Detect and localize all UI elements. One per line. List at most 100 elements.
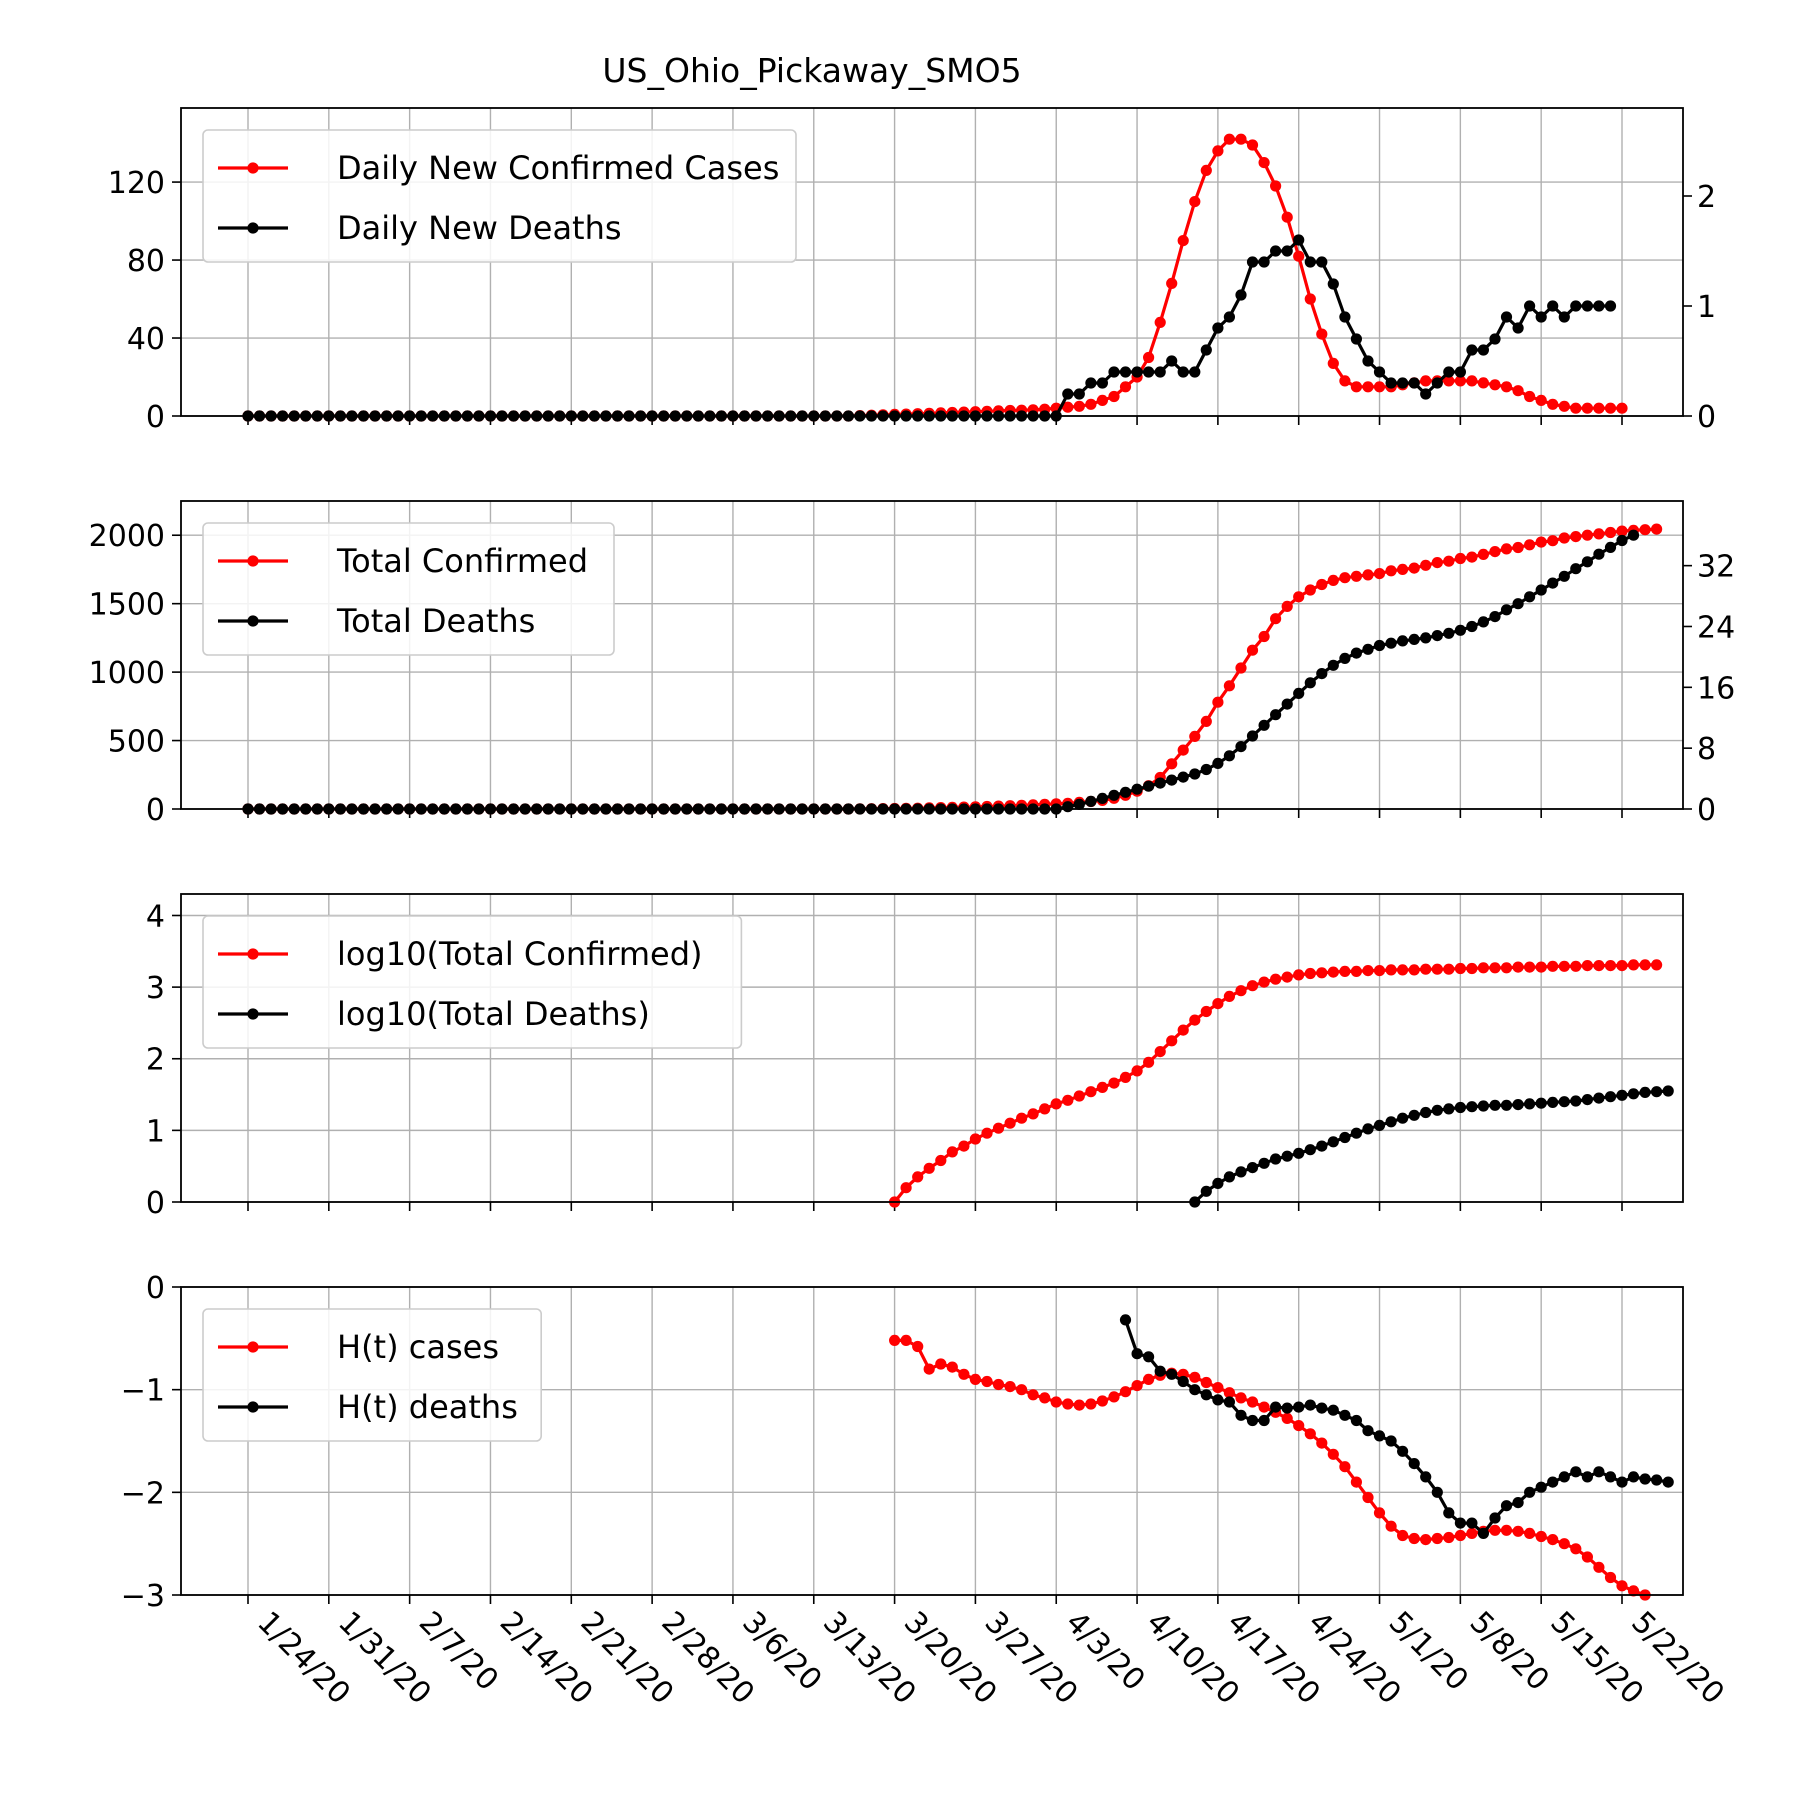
data-point (1524, 390, 1536, 403)
data-point (1166, 277, 1178, 289)
data-point (1350, 381, 1362, 393)
data-point (1362, 965, 1374, 977)
data-point (1547, 577, 1559, 589)
data-point (1327, 357, 1339, 369)
data-point (1489, 611, 1501, 623)
data-point (1004, 1381, 1016, 1393)
data-point (1397, 1529, 1409, 1542)
data-point (1293, 591, 1305, 603)
data-point (1293, 687, 1305, 700)
data-point (1662, 1085, 1674, 1097)
data-point (1316, 1402, 1328, 1414)
data-point (1339, 652, 1351, 665)
data-point (1350, 1127, 1362, 1139)
legend: Total Confirmed Total Deaths (202, 522, 615, 656)
y-tick-label: 1000 (89, 656, 165, 691)
data-point (1154, 366, 1166, 378)
data-point (923, 1363, 935, 1375)
plot-frame (180, 107, 1684, 417)
data-point (1408, 377, 1420, 389)
data-point (923, 1162, 935, 1174)
data-point (1408, 562, 1420, 574)
data-point (1200, 344, 1212, 356)
data-point (1443, 375, 1455, 387)
data-point (1420, 1534, 1432, 1546)
data-point (1466, 344, 1478, 356)
y2-tick-label: 32 (1697, 550, 1735, 585)
data-point (1570, 960, 1582, 972)
data-point (1558, 1538, 1570, 1550)
data-point (1385, 377, 1397, 389)
data-point (1235, 662, 1247, 674)
data-point (1189, 366, 1201, 378)
data-point (1535, 1530, 1547, 1543)
data-point (969, 1373, 982, 1385)
legend-box (202, 915, 743, 1049)
data-point (1373, 1119, 1386, 1131)
data-point (1454, 624, 1466, 636)
y-tick-label: 4 (146, 899, 165, 934)
data-point (1154, 1046, 1166, 1058)
data-point (1431, 630, 1443, 642)
data-point (1570, 1543, 1582, 1555)
data-point (1397, 1445, 1409, 1457)
data-point (1293, 969, 1305, 981)
x-tick-label: 5/8/20 (1463, 1605, 1556, 1698)
data-point (1073, 388, 1085, 400)
legend-marker (247, 162, 259, 174)
data-point (1616, 1476, 1628, 1488)
data-point (1639, 959, 1651, 971)
data-point (1096, 1395, 1108, 1407)
data-point (1304, 1399, 1316, 1411)
data-point (1350, 333, 1362, 345)
data-point (1454, 366, 1466, 378)
data-point (958, 1140, 970, 1152)
data-point (1316, 256, 1328, 268)
series-line (893, 963, 1657, 1204)
data-point (1246, 980, 1259, 992)
data-point (1431, 1486, 1443, 1498)
data-point (1270, 245, 1282, 257)
data-point (1604, 1571, 1617, 1584)
data-point (1235, 289, 1247, 301)
legend-label: Total Deaths (336, 602, 535, 640)
data-point (1524, 539, 1536, 551)
data-point (1062, 401, 1074, 413)
data-point (1212, 696, 1224, 708)
data-point (1535, 584, 1547, 596)
data-point (1593, 402, 1605, 414)
data-point (1362, 1425, 1374, 1437)
data-point (1581, 1551, 1593, 1563)
data-point (1581, 1471, 1593, 1483)
data-point (1500, 962, 1513, 974)
data-point (992, 1378, 1005, 1391)
data-point (1639, 1086, 1651, 1098)
data-point (1397, 635, 1409, 647)
data-point (1270, 613, 1282, 625)
data-point (1524, 961, 1536, 973)
data-point (1604, 300, 1617, 312)
y2-tick-label: 1 (1697, 290, 1716, 325)
data-point (1512, 598, 1524, 610)
data-point (889, 1334, 901, 1346)
data-point (1339, 311, 1351, 323)
data-point (1604, 541, 1617, 554)
data-point (1189, 196, 1201, 208)
data-point (1039, 1103, 1051, 1115)
data-point (1408, 1458, 1420, 1470)
data-point (1235, 985, 1247, 997)
data-point (1304, 967, 1316, 980)
y-tick-label: 2000 (89, 519, 165, 554)
data-point (1604, 526, 1617, 539)
data-point (1073, 1399, 1085, 1411)
data-point (1651, 523, 1663, 535)
data-point (1270, 709, 1282, 721)
data-point (900, 1182, 912, 1194)
data-point (1512, 1525, 1524, 1537)
data-point (1570, 1095, 1582, 1107)
data-point (1154, 1365, 1166, 1377)
data-point (1558, 1471, 1570, 1483)
y2-tick-label: 24 (1697, 610, 1735, 645)
